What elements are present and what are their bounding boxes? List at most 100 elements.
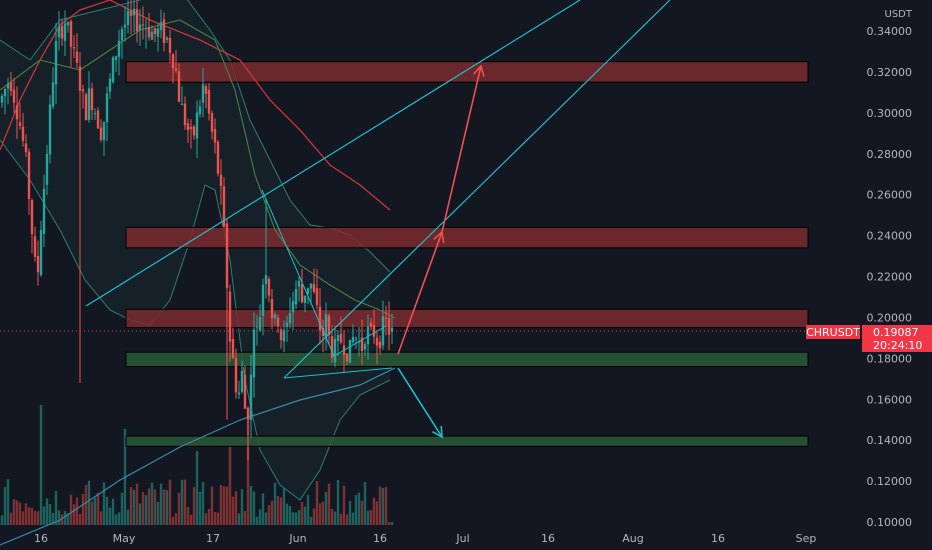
candle-body [324,314,328,339]
candle-body [102,121,106,141]
candle-body [240,370,244,392]
candle-body [291,301,295,313]
candle-body [336,335,340,342]
volume-bar [231,496,235,525]
candle-body [6,83,10,89]
volume-bar [237,513,241,525]
volume-bar [171,516,175,525]
wedge-trend [261,189,335,357]
volume-bar [303,506,307,525]
ma-slow [0,0,391,211]
symbol-tag-bg [806,325,860,339]
candle-body [66,21,70,26]
candle-body [48,104,52,155]
volume-bar [273,482,277,525]
x-tick-label: Sep [796,532,817,545]
volume-bars [0,405,394,525]
candle-body [195,112,199,139]
volume-bar [33,510,37,525]
volume-bar [306,494,310,525]
resistance-zone [125,61,809,83]
candle-body [15,105,19,120]
currency-label: USDT [885,9,913,20]
volume-bar [48,504,52,525]
volume-bar [117,512,121,525]
volume-bar [108,507,112,525]
volume-bar [114,514,118,525]
candle-body [237,392,241,395]
volume-bar [27,507,31,525]
candle-body [63,23,67,41]
candle-body [18,122,22,126]
candle-body [147,26,151,38]
candle-body [24,143,28,153]
volume-bar [111,498,115,525]
candle-body [303,295,307,304]
volume-bar [9,512,13,525]
candle-body [45,153,49,185]
candle-body [201,84,205,103]
volume-bar [297,510,301,525]
candle-body [351,336,355,343]
volume-bar [282,487,286,525]
volume-bar [315,481,319,525]
volume-bar [249,485,253,525]
y-tick-label: 0.26000 [867,189,913,202]
candle-body [216,141,220,174]
volume-bar [246,415,250,525]
candle-body [60,25,64,39]
candle-body [234,358,238,393]
volume-bar [165,490,169,525]
volume-bar [120,492,124,525]
y-tick-label: 0.18000 [867,352,913,365]
x-tick-label: 17 [206,532,220,545]
support-zone [125,435,809,447]
volume-bar [372,497,376,525]
volume-bar [390,522,394,525]
candle-body [390,327,394,332]
volume-bar [75,497,79,525]
volume-bar [309,516,313,525]
candle-body [282,330,286,342]
candle-body [159,22,163,31]
volume-bar [201,482,205,525]
volume-bar [189,514,193,525]
volume-bar [291,512,295,525]
candle-body [51,82,55,107]
candle-body [225,223,229,288]
candle-body [99,127,103,141]
volume-bar [384,486,388,525]
candle-body [288,313,292,324]
candle-body [360,337,364,351]
volume-bar [159,483,163,525]
candle-body [129,10,133,16]
volume-bar [141,491,145,525]
candle-body [204,86,208,94]
y-tick-label: 0.16000 [867,393,913,406]
bull-arrow-upper-shaft [441,65,482,233]
volume-bar [213,511,217,525]
ma-mid [0,19,396,319]
volume-bar [192,487,196,525]
volume-bar [153,489,157,525]
bull-arrow-lower-shaft [397,231,443,355]
candle-body [57,26,61,38]
volume-bar [288,505,292,525]
candle-body [189,126,193,130]
volume-bar [327,483,331,525]
candle-body [33,236,37,257]
trendline-upper [85,0,581,307]
volume-bar [36,511,40,525]
candle-body [276,317,280,327]
countdown-label: 20:24:10 [873,339,922,352]
volume-bar [42,506,46,525]
volume-bar [252,491,256,525]
volume-bar [195,451,199,525]
resistance-zone [125,308,809,329]
candle-body [369,322,373,327]
wedge-bottom [333,325,387,357]
wedge-base [283,367,393,379]
volume-bar [360,500,364,525]
volume-bar [342,485,346,525]
